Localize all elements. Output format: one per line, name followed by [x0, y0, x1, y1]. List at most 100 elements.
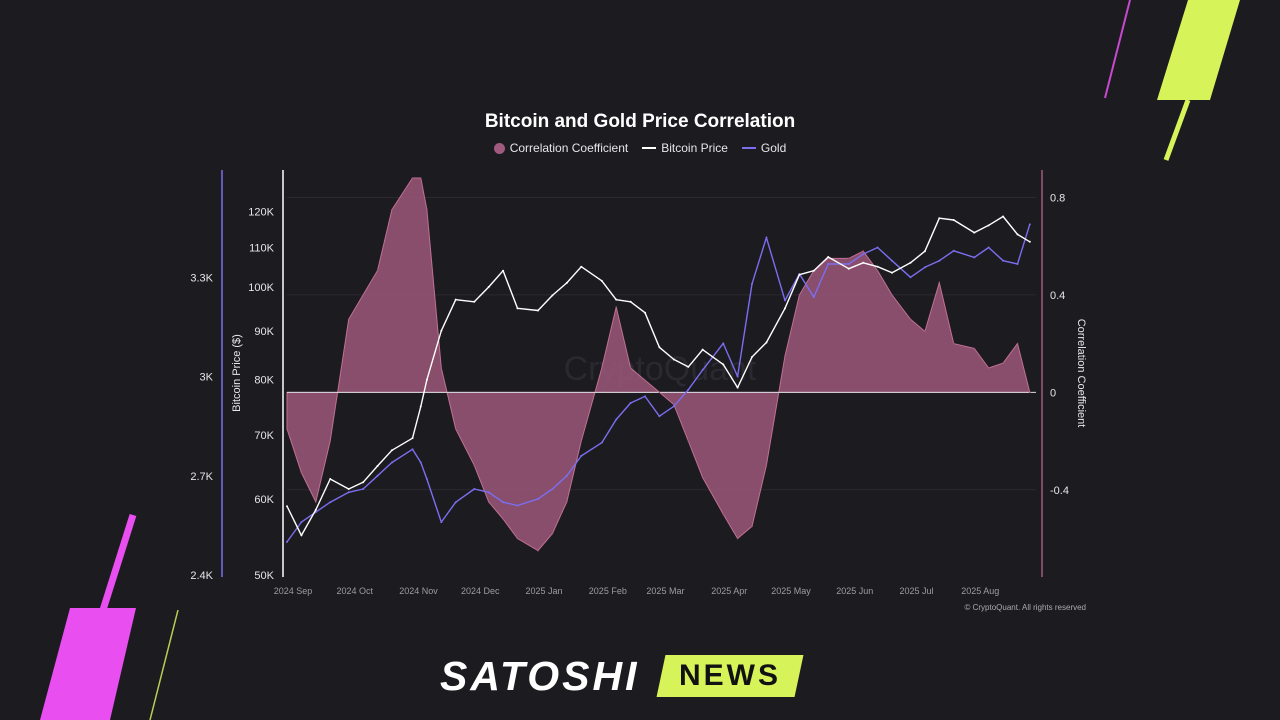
gold-point-35 [812, 296, 815, 299]
correlation-point-32 [765, 464, 768, 467]
gold-point-7 [390, 461, 393, 464]
correlation-point-29 [722, 513, 725, 515]
x-tick-label-2: 2024 Nov [399, 586, 438, 596]
bitcoin-point-16 [516, 307, 519, 310]
correlation-point-0 [286, 428, 288, 430]
gold-point-0 [286, 540, 288, 543]
x-tick-label-8: 2025 May [771, 586, 811, 596]
gold-point-10 [425, 478, 428, 481]
gold-point-46 [987, 246, 990, 249]
gold-point-15 [502, 501, 505, 504]
bitcoin-point-40 [890, 271, 893, 274]
legend-item-gold[interactable]: Gold [741, 141, 786, 155]
bitcoin-point-4 [347, 487, 350, 490]
correlation-point-4 [347, 318, 350, 321]
correlation-point-24 [644, 379, 646, 381]
bitcoin-point-39 [876, 265, 879, 268]
gold-point-19 [565, 474, 568, 477]
bitcoin-point-26 [672, 358, 675, 361]
correlation-point-15 [502, 518, 504, 520]
correlation-point-23 [629, 367, 632, 369]
bitcoin-point-24 [644, 311, 647, 314]
bitcoin-point-28 [701, 348, 704, 351]
source-note: © CryptoQuant. All rights reserved [965, 603, 1087, 612]
chart-title: Bitcoin and Gold Price Correlation [484, 111, 796, 132]
brand-badge-text: NEWS [679, 659, 782, 692]
gold-point-18 [551, 487, 554, 490]
bitcoin-point-10 [425, 378, 428, 381]
bitcoin-axis-label: Bitcoin Price ($) [231, 334, 243, 412]
correlation-tick-label-3: 0.8 [1050, 192, 1065, 204]
gold-point-39 [876, 246, 879, 249]
bitcoin-point-37 [847, 267, 850, 270]
correlation-point-38 [862, 250, 864, 252]
x-axis-ticks: 2024 Sep 2024 Oct 2024 Nov 2024 Dec 2025 Jan… [274, 586, 1000, 596]
legend-item-correlation[interactable]: Correlation Coefficient [493, 141, 628, 155]
bitcoin-point-43 [938, 217, 941, 220]
bitcoin-point-8 [411, 437, 414, 440]
correlation-point-45 [973, 347, 976, 350]
bitcoin-point-20 [580, 265, 583, 268]
gold-point-24 [644, 395, 647, 398]
gold-point-5 [362, 487, 365, 490]
x-tick-label-1: 2024 Oct [336, 586, 373, 596]
correlation-point-39 [876, 269, 879, 272]
bitcoin-point-19 [565, 281, 568, 284]
gold-point-41 [909, 276, 912, 279]
bitcoin-tick-label-2: 70K [254, 430, 274, 442]
correlation-point-18 [551, 532, 554, 535]
chart-legend: Correlation Coefficient Bitcoin Price Go… [0, 141, 1280, 155]
x-tick-label-5: 2025 Feb [589, 586, 627, 596]
legend-swatch-correlation [493, 142, 505, 154]
correlation-point-10 [426, 208, 428, 211]
legend-label-bitcoin: Bitcoin Price [661, 141, 728, 155]
gold-point-25 [658, 415, 661, 418]
legend-item-bitcoin[interactable]: Bitcoin Price [642, 141, 728, 155]
correlation-point-5 [362, 294, 364, 296]
bitcoin-point-3 [329, 477, 332, 480]
bitcoin-point-38 [862, 261, 865, 264]
gold-point-43 [938, 259, 941, 262]
bitcoin-point-14 [487, 286, 490, 289]
bitcoin-point-0 [286, 505, 288, 508]
bitcoin-point-22 [615, 298, 618, 301]
gold-point-22 [615, 418, 618, 421]
bitcoin-point-33 [783, 307, 786, 310]
x-tick-label-7: 2025 Apr [711, 586, 747, 596]
bitcoin-axis-ticks: 50K 60K 70K 80K 90K 100K 110K 120K [248, 206, 274, 582]
correlation-tick-label-1: 0 [1050, 387, 1056, 399]
gold-point-27 [687, 388, 690, 391]
brand-name: SATOSHI [440, 652, 640, 699]
bitcoin-point-11 [440, 329, 443, 332]
gold-point-40 [890, 259, 893, 262]
x-tick-label-10: 2025 Jul [899, 586, 933, 596]
bitcoin-point-1 [300, 534, 303, 537]
gold-point-33 [783, 299, 786, 302]
correlation-point-13 [473, 464, 476, 467]
correlation-point-46 [987, 367, 990, 369]
bitcoin-point-47 [1002, 215, 1005, 218]
gold-series-layer [286, 223, 1031, 543]
correlation-point-42 [924, 330, 926, 333]
gold-point-6 [376, 474, 379, 477]
correlation-point-9 [419, 177, 422, 179]
bitcoin-point-15 [502, 269, 505, 272]
gold-tick-label-2: 3K [200, 372, 214, 384]
correlation-point-3 [329, 440, 332, 442]
legend-swatch-bitcoin [642, 147, 657, 149]
correlation-point-12 [454, 428, 457, 430]
gold-point-4 [347, 491, 350, 494]
correlation-area-layer [286, 177, 1036, 552]
bitcoin-point-32 [765, 341, 768, 344]
gold-point-48 [1016, 263, 1019, 266]
decor-line-top-right [1104, 0, 1131, 99]
x-tick-label-9: 2025 Jun [836, 586, 873, 596]
gold-point-9 [419, 461, 422, 464]
correlation-point-33 [784, 354, 786, 357]
x-tick-label-3: 2024 Dec [461, 586, 500, 596]
gold-point-37 [847, 263, 850, 266]
correlation-point-41 [909, 318, 912, 321]
bitcoin-tick-label-0: 50K [254, 570, 274, 582]
gold-point-31 [751, 282, 754, 285]
correlation-point-31 [751, 525, 753, 528]
